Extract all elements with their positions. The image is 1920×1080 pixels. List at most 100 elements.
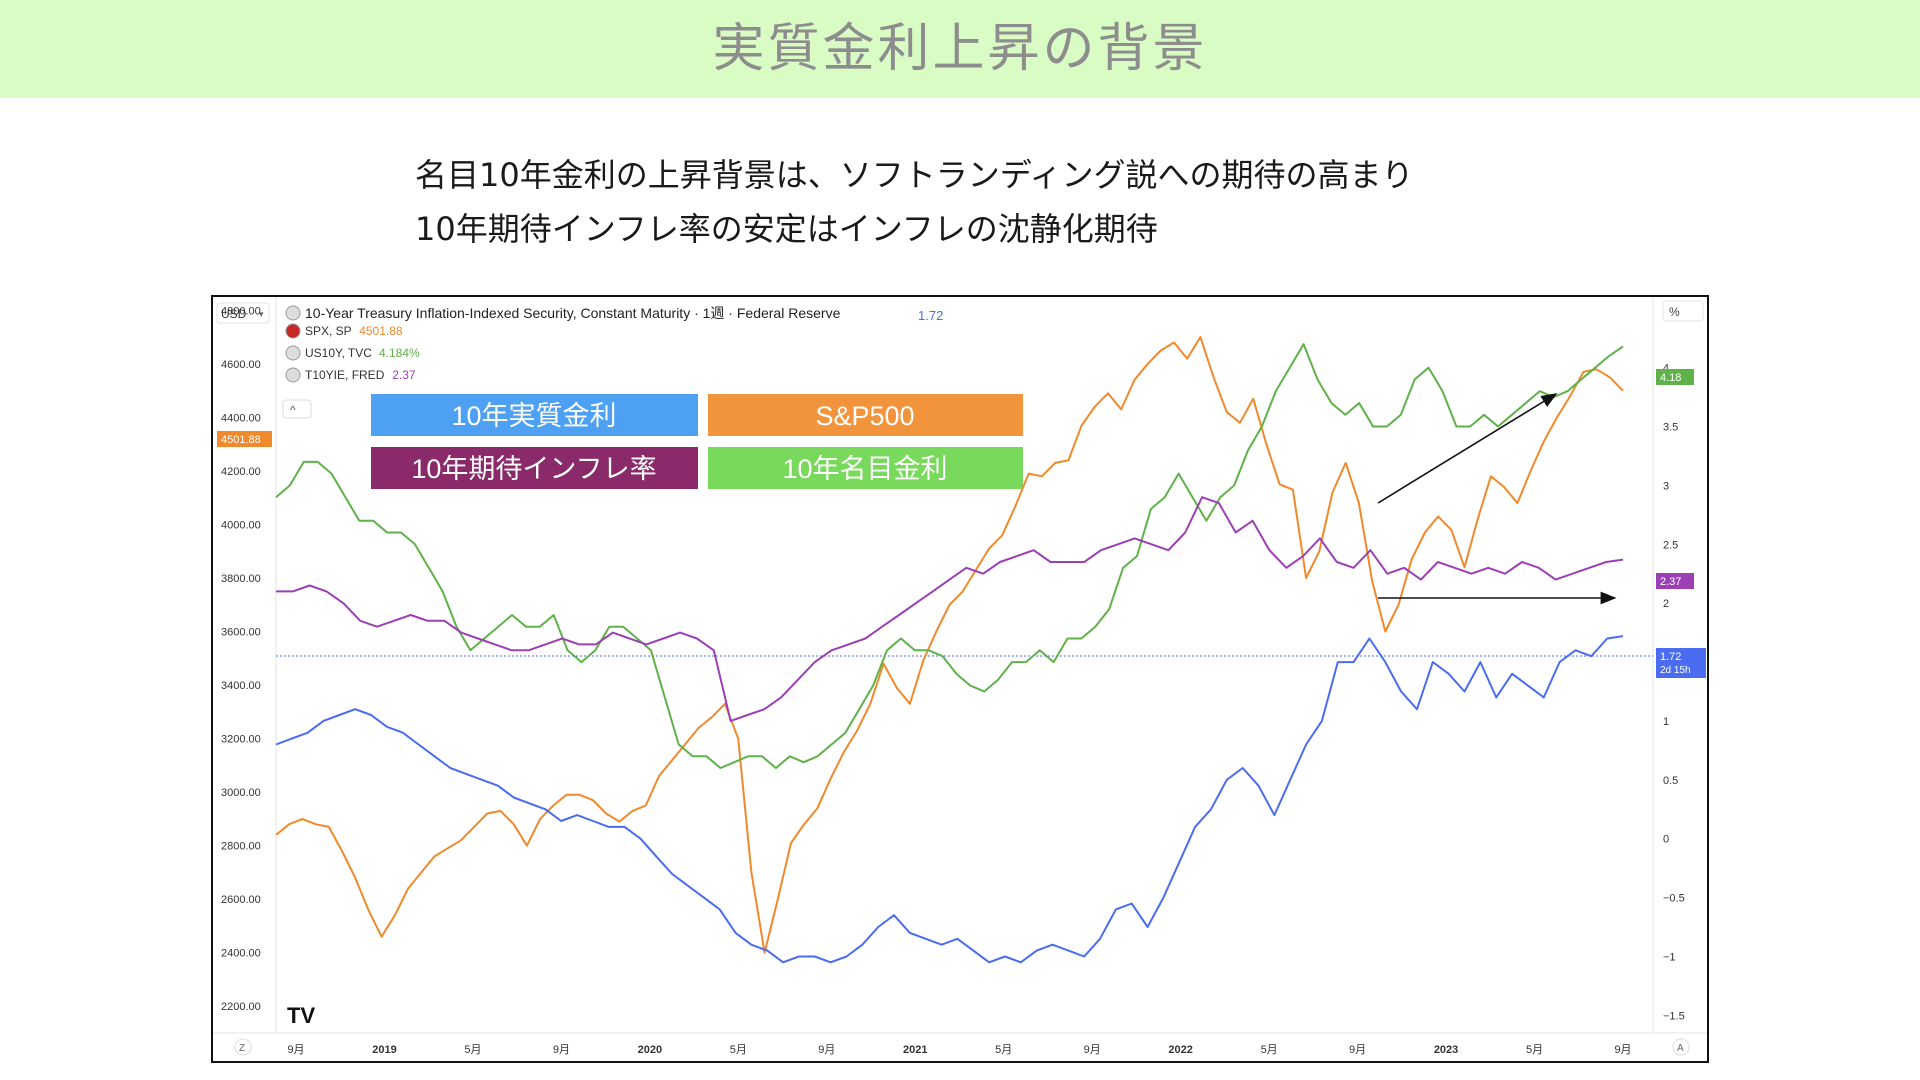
legend-label: 10年期待インフレ率 bbox=[411, 454, 656, 484]
main-symbol-label: 10-Year Treasury Inflation-Indexed Secur… bbox=[305, 305, 841, 321]
x-axis-tick: 2021 bbox=[903, 1044, 927, 1056]
left-axis-tick: 3000.00 bbox=[221, 787, 261, 799]
chart-frame: USD ▾ 10-Year Treasury Inflation-Indexed… bbox=[211, 295, 1709, 1063]
right-axis-tick: 1 bbox=[1663, 716, 1669, 728]
right-axis-tick: −1 bbox=[1663, 951, 1676, 963]
x-axis-tick: 2020 bbox=[638, 1044, 662, 1056]
x-axis-tick: 9月 bbox=[287, 1044, 304, 1056]
chart-svg[interactable]: USD ▾ 10-Year Treasury Inflation-Indexed… bbox=[213, 297, 1707, 1061]
chevron-up-icon: ^ bbox=[290, 403, 296, 417]
symbol-value: 2.37 bbox=[392, 368, 416, 382]
svg-text:2.37: 2.37 bbox=[1660, 576, 1681, 588]
symbol-value: 4.184% bbox=[379, 346, 420, 360]
left-axis-tick: 2400.00 bbox=[221, 948, 261, 960]
svg-text:%: % bbox=[1669, 305, 1680, 319]
x-axis-tick: 9月 bbox=[1349, 1044, 1366, 1056]
x-axis-tick: 5月 bbox=[730, 1044, 747, 1056]
right-axis-tick: 4 bbox=[1663, 363, 1669, 375]
symbol-icon bbox=[285, 323, 301, 339]
symbol-row[interactable]: SPX, SP 4501.88 bbox=[285, 323, 403, 339]
symbol-row[interactable]: US10Y, TVC 4.184% bbox=[285, 345, 420, 361]
subtitle-line-1: 名目10年金利の上昇背景は、ソフトランディング説への期待の高まり bbox=[415, 156, 1414, 194]
left-axis-tick: 4400.00 bbox=[221, 412, 261, 424]
x-axis-tick: 5月 bbox=[995, 1044, 1012, 1056]
legend-box-real-rate: 10年実質金利 bbox=[371, 394, 698, 436]
symbol-name: US10Y, TVC bbox=[305, 346, 372, 360]
left-axis-tick: 4200.00 bbox=[221, 466, 261, 478]
left-axis-tick: 3400.00 bbox=[221, 680, 261, 692]
x-axis-tick: 9月 bbox=[818, 1044, 835, 1056]
x-axis-tick: 5月 bbox=[1526, 1044, 1543, 1056]
x-axis-tick: 5月 bbox=[1261, 1044, 1278, 1056]
x-axis-tick: 9月 bbox=[553, 1044, 570, 1056]
left-axis-tick: 4600.00 bbox=[221, 359, 261, 371]
series-line bbox=[275, 635, 1624, 964]
collapse-button[interactable]: ^ bbox=[282, 399, 312, 419]
flag-icon bbox=[285, 305, 301, 321]
svg-text:1.72: 1.72 bbox=[1660, 651, 1681, 663]
chevron-down-icon: ▾ bbox=[259, 309, 264, 319]
left-axis-tick: 3200.00 bbox=[221, 734, 261, 746]
currency-dropdown[interactable]: USD ▾ bbox=[216, 302, 270, 324]
x-axis-tick: 2022 bbox=[1168, 1044, 1192, 1056]
x-axis: 9月 2019 5月 9月 2020 5月 9月 2021 5月 9月 2022 5月 9月 2023 5月… bbox=[287, 1044, 1631, 1056]
right-axis-tick: 2 bbox=[1663, 598, 1669, 610]
series-line bbox=[275, 336, 1624, 954]
left-price-label: 4501.88 bbox=[217, 431, 272, 447]
legend-label: S&P500 bbox=[815, 401, 914, 431]
left-axis-tick: 3600.00 bbox=[221, 627, 261, 639]
right-axis-tick: 3.5 bbox=[1663, 422, 1678, 434]
series-line bbox=[276, 496, 1624, 722]
x-axis-tick: 9月 bbox=[1614, 1044, 1631, 1056]
x-axis-tick: 2019 bbox=[372, 1044, 396, 1056]
series-group bbox=[275, 336, 1624, 964]
left-axis-tick: 3800.00 bbox=[221, 573, 261, 585]
svg-text:4501.88: 4501.88 bbox=[221, 434, 261, 446]
legend-label: 10年名目金利 bbox=[782, 454, 947, 484]
legend-box-inflation-expectation: 10年期待インフレ率 bbox=[371, 447, 698, 489]
legend-box-nominal-rate: 10年名目金利 bbox=[708, 447, 1023, 489]
axis-settings-right[interactable]: % bbox=[1662, 300, 1704, 322]
svg-text:2d 15h: 2d 15h bbox=[1660, 665, 1691, 676]
right-axis-tick: −0.5 bbox=[1663, 893, 1685, 905]
main-symbol-value: 1.72 bbox=[918, 308, 943, 323]
subtitle-line-2: 10年期待インフレ率の安定はインフレの沈静化期待 bbox=[415, 210, 1158, 248]
symbol-value: 4501.88 bbox=[359, 324, 403, 338]
symbol-list: SPX, SP 4501.88 US10Y, TVC 4.184% T10YIE, FR… bbox=[285, 323, 420, 383]
zoom-button[interactable]: Z bbox=[234, 1038, 252, 1056]
svg-text:A: A bbox=[1677, 1043, 1684, 1054]
symbol-icon bbox=[285, 367, 301, 383]
left-axis-tick: 2200.00 bbox=[221, 1001, 261, 1013]
svg-text:Z: Z bbox=[239, 1043, 245, 1054]
title-banner bbox=[0, 0, 1920, 98]
right-axis-tick: 0 bbox=[1663, 834, 1669, 846]
right-axis-tick: 2.5 bbox=[1663, 539, 1678, 551]
symbol-name: T10YIE, FRED bbox=[305, 368, 385, 382]
tradingview-logo: TV bbox=[287, 1003, 315, 1028]
svg-text:4.18: 4.18 bbox=[1660, 372, 1681, 384]
legend-label: 10年実質金利 bbox=[451, 401, 616, 431]
main-symbol-row[interactable]: 10-Year Treasury Inflation-Indexed Secur… bbox=[285, 305, 943, 323]
legend-box-sp500: S&P500 bbox=[708, 394, 1023, 436]
x-axis-tick: 5月 bbox=[464, 1044, 481, 1056]
x-axis-tick: 9月 bbox=[1084, 1044, 1101, 1056]
symbol-icon bbox=[285, 345, 301, 361]
right-axis-tick: 3 bbox=[1663, 480, 1669, 492]
right-axis-tick: −1.5 bbox=[1663, 1010, 1685, 1022]
right-label-t10yie: 2.37 bbox=[1656, 573, 1694, 589]
left-axis-tick: 2600.00 bbox=[221, 894, 261, 906]
series-line bbox=[275, 343, 1624, 769]
right-axis-tick: 0.5 bbox=[1663, 775, 1678, 787]
right-label-tips: 1.72 2d 15h bbox=[1656, 648, 1706, 678]
page-title: 実質金利上昇の背景 bbox=[712, 19, 1208, 79]
left-axis-tick: 2800.00 bbox=[221, 841, 261, 853]
currency-label: USD bbox=[221, 307, 247, 321]
left-axis-tick: 4000.00 bbox=[221, 519, 261, 531]
symbol-name: SPX, SP bbox=[305, 324, 352, 338]
right-label-us10y: 4.18 bbox=[1656, 369, 1694, 385]
left-axis-tick: 4800.00 bbox=[221, 305, 261, 317]
up-trend-arrow bbox=[1377, 393, 1558, 504]
left-axis: 4800.00 4600.00 4400.00 4200.00 4000.00 3800.… bbox=[221, 305, 261, 1013]
symbol-row[interactable]: T10YIE, FRED 2.37 bbox=[285, 367, 416, 383]
auto-scale-button[interactable]: A bbox=[1672, 1038, 1690, 1056]
